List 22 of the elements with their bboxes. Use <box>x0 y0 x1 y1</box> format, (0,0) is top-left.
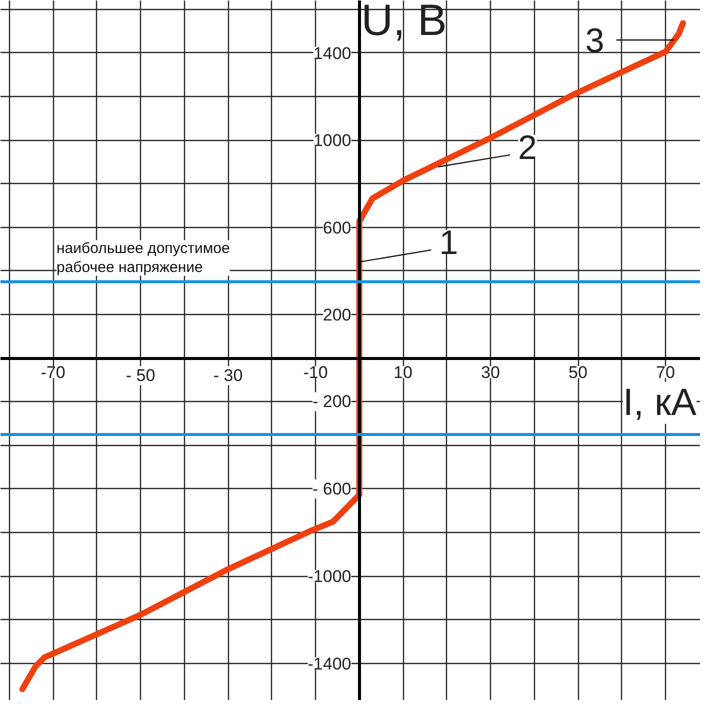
x-tick-label: 50 <box>568 363 588 382</box>
y-tick-label: -1400 <box>308 654 352 674</box>
ref-line-label: наибольшее допустимое рабочее напряжение <box>56 240 230 276</box>
y-tick-label: 1000 <box>313 131 352 150</box>
y-tick-label: 200 <box>322 306 352 325</box>
y-tick-label: -1000 <box>308 567 352 586</box>
annotation: 3 <box>585 22 604 60</box>
y-axis-title: U, В <box>361 0 447 45</box>
x-tick-label: 30 <box>481 363 500 382</box>
x-tick-label: - 50 <box>126 366 156 386</box>
x-tick-label: 10 <box>394 363 412 382</box>
annotation: 1 <box>439 224 458 262</box>
x-tick-label: - 30 <box>213 366 243 386</box>
y-tick-label: - 200 <box>312 392 352 412</box>
y-tick-label: 1400 <box>313 44 352 63</box>
x-axis-title: I, кА <box>622 382 698 424</box>
y-tick-label: 600 <box>322 218 352 238</box>
y-tick-label: - 600 <box>312 479 352 498</box>
x-tick-label: -70 <box>40 363 66 382</box>
x-tick-label: -10 <box>303 363 328 382</box>
x-tick-label: 70 <box>656 363 675 382</box>
annotation: 2 <box>518 128 537 167</box>
